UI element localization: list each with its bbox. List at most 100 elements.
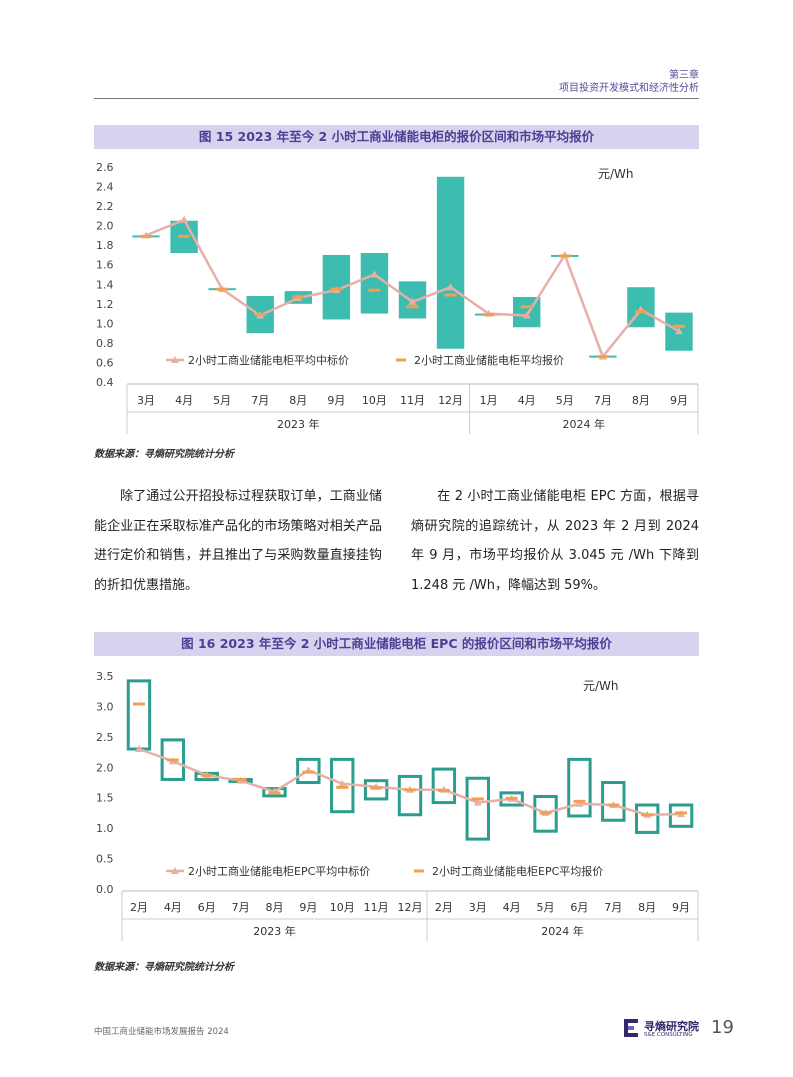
x-tick-label: 6月: [570, 901, 588, 914]
y-tick-label: 1.0: [96, 317, 114, 330]
legend-median-label: 2小时工商业储能电柜EPC平均中标价: [188, 864, 370, 878]
y-tick-label: 0.5: [96, 853, 114, 866]
x-tick-label: 4月: [518, 394, 536, 407]
range-box: [126, 679, 152, 751]
chapter-subtitle: 项目投资开发模式和经济性分析: [559, 83, 699, 94]
median-point: [674, 327, 683, 335]
paragraph-right: 在 2 小时工商业储能电柜 EPC 方面，根据寻熵研究院的追踪统计，从 2023…: [411, 482, 699, 600]
range-box: [160, 738, 186, 781]
figure-16-title: 图 16 2023 年至今 2 小时工商业储能电柜 EPC 的报价区间和市场平均…: [94, 632, 699, 656]
chart-16: 0.0 0.5 1.0 1.5 2.0 2.5 3.0 3.5 元/Wh 2小时工商业储能电柜EP…: [96, 670, 699, 941]
avg-point: [437, 788, 450, 792]
legend-avg-marker: [396, 358, 406, 362]
x-tick-label: 9月: [299, 901, 317, 914]
x-tick-label: 9月: [670, 394, 688, 407]
paragraph-right-text: 在 2 小时工商业储能电柜 EPC 方面，根据寻熵研究院的追踪统计，从 2023…: [411, 489, 699, 593]
y-tick-label: 3.0: [96, 700, 114, 713]
avg-point: [268, 791, 281, 795]
page-number: 19: [711, 1017, 734, 1038]
year-group-label: 2024 年: [563, 417, 606, 431]
avg-point: [471, 797, 484, 801]
range-box: [668, 803, 694, 828]
avg-point: [505, 796, 518, 800]
x-tick-label: 5月: [556, 394, 574, 407]
x-tick-label: 3月: [469, 901, 487, 914]
range-bar: [360, 253, 389, 314]
x-tick-label: 1月: [480, 394, 498, 407]
x-tick-label: 11月: [400, 394, 425, 407]
avg-point: [370, 786, 383, 790]
company-logo: 寻熵研究院 S&E CONSULTING: [622, 1016, 699, 1042]
avg-point: [573, 799, 586, 803]
x-tick-label: 7月: [604, 901, 622, 914]
x-tick-label: 5月: [213, 394, 231, 407]
x-tick-label: 4月: [175, 394, 193, 407]
paragraph-left: 除了通过公开招投标过程获取订单，工商业储能企业正在采取标准产品化的市场策略对相关…: [94, 482, 382, 600]
avg-point: [406, 305, 419, 309]
median-point: [338, 779, 347, 787]
median-point: [522, 311, 531, 319]
x-tick-label: 10月: [330, 901, 355, 914]
avg-point: [200, 773, 213, 777]
x-tick-label: 12月: [398, 901, 423, 914]
x-tick-label: 3月: [137, 394, 155, 407]
y-tick-label: 2.2: [96, 200, 114, 213]
logo-mark-icon: [624, 1019, 638, 1037]
median-point: [446, 283, 455, 291]
avg-point: [675, 811, 688, 815]
avg-point: [607, 803, 620, 807]
legend-avg-label: 2小时工商业储能电柜平均报价: [414, 353, 564, 367]
range-box: [363, 779, 389, 801]
legend-median-label: 2小时工商业储能电柜平均中标价: [188, 353, 349, 367]
x-tick-label: 7月: [251, 394, 269, 407]
x-tick-label: 8月: [289, 394, 307, 407]
paragraph-left-text: 除了通过公开招投标过程获取订单，工商业储能企业正在采取标准产品化的市场策略对相关…: [94, 489, 382, 593]
logo-chinese-name: 寻熵研究院: [644, 1020, 699, 1033]
avg-point: [166, 758, 179, 762]
x-tick-label: 11月: [364, 901, 389, 914]
figure-15-title: 图 15 2023 年至今 2 小时工商业储能电柜的报价区间和市场平均报价: [94, 125, 699, 149]
range-box: [601, 781, 626, 822]
x-tick-label: 6月: [198, 901, 216, 914]
avg-point: [140, 234, 153, 238]
range-box: [296, 757, 321, 784]
y-tick-label: 1.0: [96, 822, 114, 835]
avg-point: [302, 770, 315, 774]
y-tick-label: 1.5: [96, 792, 114, 805]
unit-label: 元/Wh: [598, 167, 634, 181]
legend-avg-label: 2小时工商业储能电柜EPC平均报价: [432, 864, 603, 878]
x-tick-label: 2月: [435, 901, 453, 914]
y-tick-label: 0.4: [96, 376, 114, 389]
avg-point: [292, 295, 305, 299]
x-tick-label: 12月: [438, 394, 463, 407]
y-tick-label: 0.6: [96, 356, 114, 369]
avg-point: [641, 813, 654, 817]
median-point: [370, 270, 379, 278]
x-tick-label: 8月: [265, 901, 283, 914]
avg-point: [482, 313, 495, 317]
y-tick-label: 2.0: [96, 761, 114, 774]
report-name: 中国工商业储能市场发展报告 2024: [94, 1027, 229, 1037]
avg-point: [404, 788, 416, 792]
chart-15: 0.4 0.6 0.8 1.0 1.2 1.4 1.6 1.8 2.0 2.2 2.4 2.6 元/Wh…: [96, 161, 699, 434]
avg-point: [520, 305, 533, 309]
range-box: [397, 774, 423, 817]
year-group-label: 2024 年: [541, 924, 584, 938]
x-tick-label: 7月: [232, 901, 250, 914]
y-tick-label: 0.0: [96, 883, 114, 896]
y-tick-label: 2.6: [96, 161, 114, 174]
x-tick-label: 4月: [164, 901, 182, 914]
median-point: [408, 297, 417, 305]
avg-point: [330, 287, 343, 291]
avg-point: [178, 234, 191, 238]
legend-median-marker: [171, 867, 179, 874]
x-tick-label: 8月: [632, 394, 650, 407]
range-box: [567, 757, 592, 818]
avg-point: [336, 785, 349, 789]
y-tick-label: 3.5: [96, 670, 114, 683]
figure-15-source: 数据来源：寻熵研究院统计分析: [94, 449, 234, 460]
range-box: [431, 767, 457, 805]
y-tick-label: 2.5: [96, 731, 114, 744]
x-tick-label: 2月: [130, 901, 148, 914]
header-divider: [94, 98, 699, 99]
